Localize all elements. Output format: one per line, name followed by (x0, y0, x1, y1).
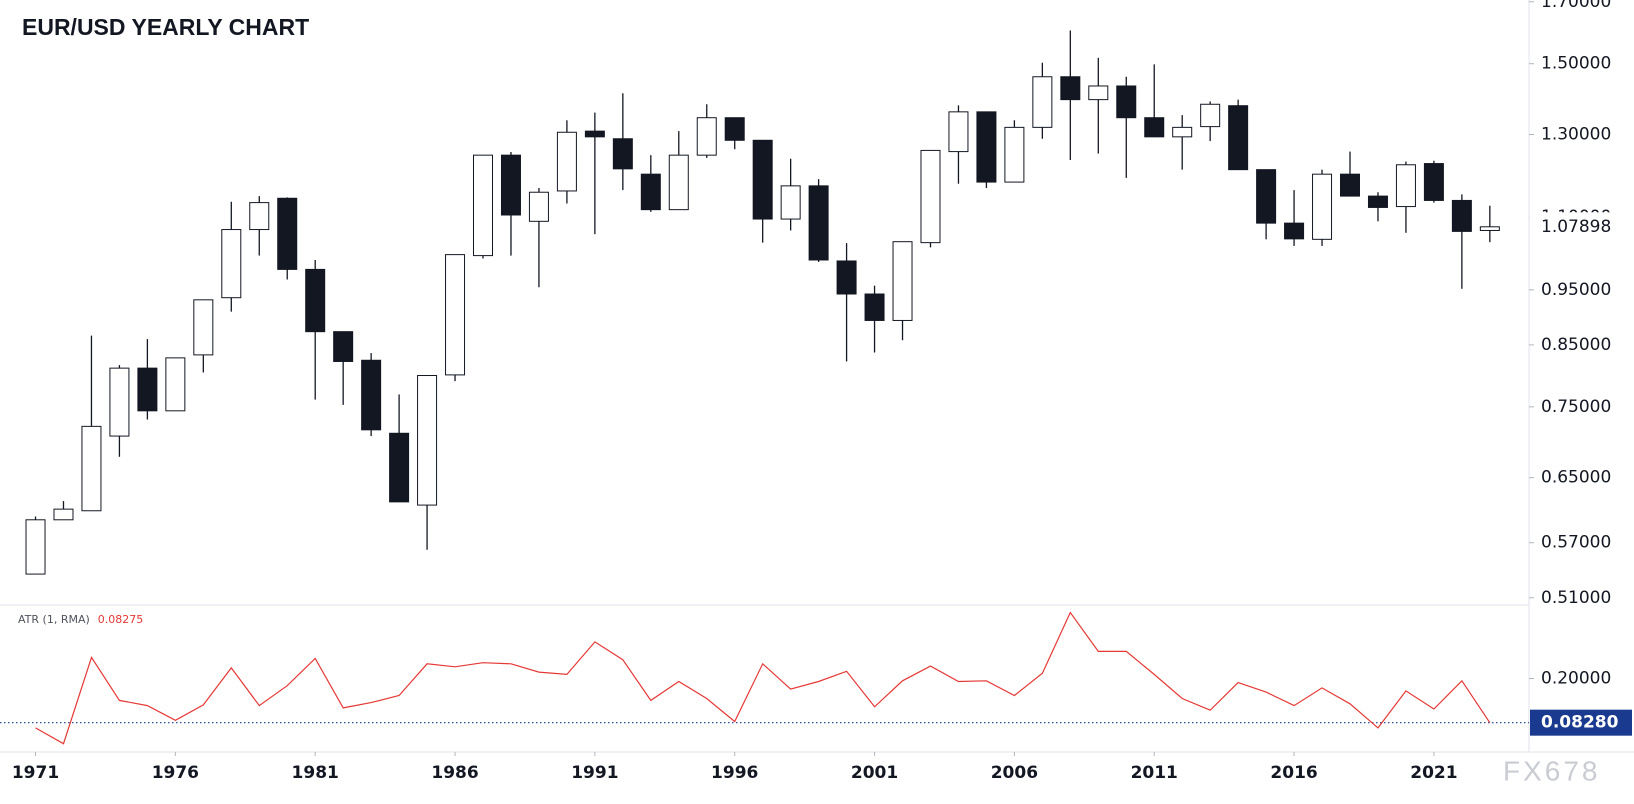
candle-body (1340, 173, 1361, 197)
candle-body (1451, 199, 1472, 232)
candle-body (948, 111, 969, 153)
y-tick-label: 1.50000 (1541, 54, 1611, 74)
atr-line (35, 611, 1491, 745)
y-tick-label: 0.95000 (1541, 280, 1611, 300)
candle-body (473, 154, 494, 257)
y-tick-label: 0.65000 (1541, 468, 1611, 488)
candle-body (417, 375, 438, 506)
candle-body (976, 111, 997, 183)
candle-body (808, 185, 829, 261)
x-tick-label: 1996 (711, 763, 758, 783)
candle-body (528, 191, 549, 222)
candle-body (193, 299, 214, 356)
candle-body (1256, 169, 1277, 224)
candle-body (1088, 85, 1109, 101)
candle-body (1284, 222, 1305, 240)
candle-body (696, 117, 717, 156)
x-tick-label: 2011 (1131, 763, 1178, 783)
y-tick-label: 1.30000 (1541, 125, 1611, 145)
x-tick-label: 1981 (292, 763, 339, 783)
x-tick-label: 1971 (12, 763, 59, 783)
candle-body (836, 260, 857, 295)
current-value-box (1530, 709, 1632, 736)
candle-body (445, 254, 466, 376)
candle-body (864, 293, 885, 321)
candle-body (333, 331, 354, 362)
candle-body (1144, 117, 1165, 138)
candle-body (1228, 105, 1249, 171)
candle-body (1032, 76, 1053, 128)
candle-body (752, 139, 773, 220)
candle-body (249, 202, 270, 231)
candle-body (892, 241, 913, 321)
last-price-label: 1.07898 (1541, 217, 1611, 237)
candle-body (1312, 173, 1333, 240)
legend-value: 0.08275 (98, 613, 144, 626)
candle-body (1395, 164, 1416, 208)
y-tick-label: 0.75000 (1541, 397, 1611, 417)
candle-body (780, 185, 801, 220)
candle-body (137, 367, 158, 412)
candle-body (1423, 163, 1444, 201)
candle-body (165, 357, 186, 412)
y-tick-label: 0.51000 (1541, 588, 1611, 608)
candle-body (1116, 85, 1137, 119)
candle-body (53, 508, 74, 521)
x-tick-label: 2006 (991, 763, 1038, 783)
candle-body (612, 138, 633, 170)
candle-body (361, 359, 382, 431)
x-tick-label: 2001 (851, 763, 898, 783)
candle-body (920, 149, 941, 244)
candle-body (556, 131, 577, 192)
candle-body (640, 173, 661, 211)
candle-body (724, 117, 745, 141)
y-tick-label: 0.20000 (1541, 669, 1611, 689)
candle-body (389, 432, 410, 503)
candle-body (25, 519, 46, 575)
candle-body (81, 425, 102, 512)
legend-name: ATR (1, RMA) (18, 613, 90, 626)
candle-body (1004, 126, 1025, 183)
x-tick-label: 2016 (1270, 763, 1317, 783)
y-tick-label: 0.85000 (1541, 335, 1611, 355)
candle-body (584, 130, 605, 138)
last-price-box (1529, 212, 1634, 242)
candle-body (500, 154, 521, 216)
candle-body (1479, 226, 1500, 231)
y-tick-label: 0.57000 (1541, 533, 1611, 553)
chart-title: EUR/USD YEARLY CHART (22, 14, 309, 40)
current-value-label: 0.08280 (1541, 713, 1619, 733)
candle-body (305, 268, 326, 333)
y-tick-label: 1.70000 (1541, 0, 1611, 12)
x-tick-label: 1991 (571, 763, 618, 783)
x-tick-label: 1986 (431, 763, 478, 783)
candle-body (109, 367, 130, 437)
x-tick-label: 1976 (152, 763, 199, 783)
candle-body (1172, 126, 1193, 138)
candle-body (1367, 195, 1388, 208)
candle-body (1200, 103, 1221, 128)
candle-body (1060, 76, 1081, 101)
x-tick-label: 2021 (1410, 763, 1457, 783)
watermark: FX678 (1503, 755, 1601, 786)
candle-body (668, 154, 689, 211)
candle-body (221, 229, 242, 299)
candle-body (277, 197, 298, 270)
